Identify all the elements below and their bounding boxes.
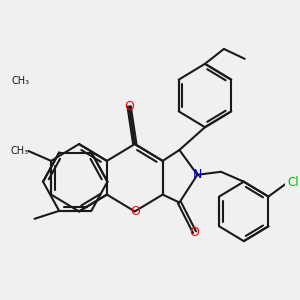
- Text: O: O: [130, 205, 140, 218]
- Text: O: O: [190, 226, 200, 239]
- Text: Cl: Cl: [287, 176, 299, 189]
- Text: O: O: [124, 100, 134, 113]
- Text: CH₃: CH₃: [10, 146, 28, 156]
- Text: N: N: [193, 168, 202, 181]
- Text: CH₃: CH₃: [12, 76, 30, 86]
